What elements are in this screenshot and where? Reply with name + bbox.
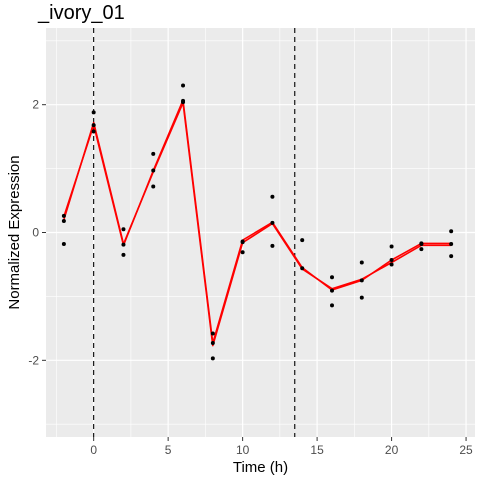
y-tick-label: 0: [32, 226, 39, 240]
data-point: [121, 227, 126, 232]
data-point: [240, 250, 245, 255]
data-point: [151, 168, 156, 173]
x-tick-label: 15: [310, 443, 324, 457]
y-axis-title: Normalized Expression: [6, 155, 23, 309]
y-tick-label: 2: [32, 98, 39, 112]
data-point: [449, 229, 454, 234]
data-point: [330, 288, 334, 293]
data-point: [389, 257, 394, 262]
data-point: [270, 220, 275, 225]
data-point: [210, 331, 215, 336]
x-tick-label: 10: [236, 443, 250, 457]
data-point: [151, 151, 156, 156]
data-point: [300, 238, 305, 243]
data-point: [300, 266, 305, 271]
x-tick-label: 0: [90, 443, 97, 457]
data-point: [61, 218, 66, 223]
data-point: [419, 247, 424, 252]
data-point: [181, 100, 186, 105]
x-tick-label: 25: [459, 443, 473, 457]
x-tick-label: 5: [165, 443, 172, 457]
x-axis-title: Time (h): [233, 459, 288, 476]
data-point: [91, 129, 96, 134]
data-point: [330, 303, 334, 308]
data-point: [151, 184, 156, 189]
data-point: [359, 295, 364, 300]
data-point: [419, 242, 424, 247]
data-point: [270, 194, 275, 199]
data-point: [330, 275, 334, 280]
data-point: [270, 243, 275, 248]
data-point: [359, 278, 364, 283]
chart-title: _ivory_01: [38, 2, 125, 24]
data-point: [210, 341, 215, 346]
series-line-2: [63, 102, 452, 347]
data-point: [121, 252, 126, 257]
data-point: [181, 83, 186, 88]
data-point: [359, 260, 364, 265]
data-point: [61, 213, 66, 218]
y-tick-label: -2: [28, 353, 39, 367]
data-point: [61, 242, 66, 247]
data-point: [449, 242, 454, 247]
data-point: [389, 244, 394, 249]
data-point: [121, 242, 126, 247]
data-point: [240, 240, 245, 245]
data-point: [210, 356, 215, 361]
data-point: [449, 254, 454, 259]
data-point: [389, 262, 394, 267]
x-tick-label: 20: [385, 443, 399, 457]
data-point: [91, 110, 96, 115]
data-point: [91, 123, 96, 128]
